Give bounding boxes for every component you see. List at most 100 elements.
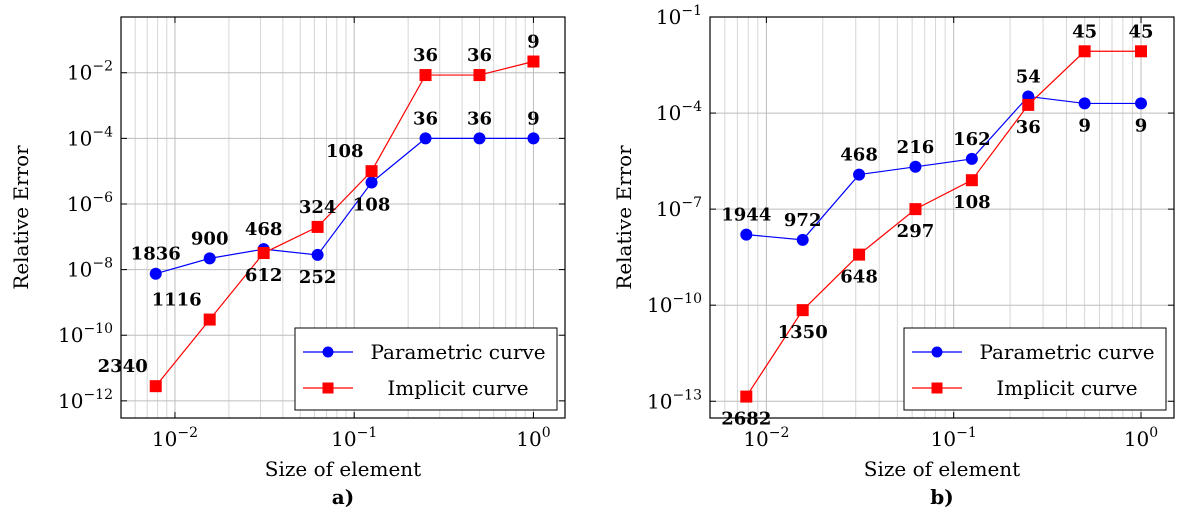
legend-label: Parametric curve bbox=[370, 340, 545, 364]
legend-entry: Parametric curve bbox=[303, 340, 546, 364]
data-point bbox=[311, 248, 324, 261]
data-point bbox=[740, 390, 753, 403]
data-label: 108 bbox=[953, 192, 991, 213]
data-point bbox=[203, 313, 216, 326]
data-point bbox=[311, 220, 324, 233]
y-tick-exponent: −1 bbox=[681, 3, 702, 19]
data-label: 108 bbox=[353, 195, 391, 216]
data-label: 297 bbox=[897, 221, 935, 242]
data-label: 9 bbox=[527, 32, 540, 53]
legend-entry: Implicit curve bbox=[912, 376, 1138, 400]
legend: Parametric curve Implicit curve bbox=[903, 327, 1167, 411]
legend-label: Implicit curve bbox=[996, 376, 1137, 400]
data-label: 108 bbox=[326, 141, 364, 162]
x-axis-title: Size of element bbox=[265, 457, 421, 481]
legend-marker bbox=[931, 382, 943, 394]
x-tick-base: 10 bbox=[931, 427, 956, 451]
data-point bbox=[527, 132, 540, 145]
legend-entry: Parametric curve bbox=[912, 340, 1155, 364]
data-point bbox=[419, 69, 432, 82]
data-point bbox=[1135, 45, 1148, 58]
series-line bbox=[745, 50, 1142, 397]
data-label: 45 bbox=[1128, 21, 1153, 42]
y-tick-exponent: −10 bbox=[83, 321, 113, 337]
x-tick-base: 10 bbox=[152, 427, 177, 451]
x-tick-label: 100 bbox=[1124, 425, 1158, 451]
plot-frame bbox=[120, 16, 566, 419]
data-label: 1944 bbox=[721, 205, 771, 226]
y-tick-label: 10−6 bbox=[67, 190, 113, 216]
y-tick-base: 10 bbox=[67, 126, 92, 150]
y-tick-label: 10−4 bbox=[656, 99, 702, 125]
y-tick-label: 10−10 bbox=[647, 291, 702, 317]
x-tick-exponent: −2 bbox=[769, 425, 790, 441]
y-tick-base: 10 bbox=[58, 389, 83, 413]
data-label: 36 bbox=[467, 108, 492, 129]
y-tick-exponent: −13 bbox=[672, 387, 702, 403]
x-tick-label: 10−1 bbox=[931, 425, 977, 451]
x-tick-base: 10 bbox=[1124, 427, 1149, 451]
data-label: 216 bbox=[897, 137, 935, 158]
panel-label: a) bbox=[332, 485, 354, 509]
data-label: 468 bbox=[245, 219, 283, 240]
data-point bbox=[1135, 97, 1148, 110]
legend-label: Implicit curve bbox=[387, 376, 528, 400]
data-point bbox=[965, 152, 978, 165]
x-tick-exponent: 0 bbox=[542, 425, 551, 441]
y-tick-exponent: −7 bbox=[681, 195, 702, 211]
x-tick-label: 10−2 bbox=[152, 425, 198, 451]
series-parametric: 1836 900 468 252 108 36 36 9 bbox=[131, 108, 540, 288]
x-tick-exponent: 0 bbox=[1149, 425, 1158, 441]
y-tick-base: 10 bbox=[647, 293, 672, 317]
x-tick-exponent: −1 bbox=[357, 425, 378, 441]
data-label: 36 bbox=[413, 45, 438, 66]
y-tick-label: 10−13 bbox=[647, 387, 702, 413]
y-tick-exponent: −4 bbox=[681, 99, 702, 115]
y-tick-label: 10−8 bbox=[67, 256, 113, 282]
data-point bbox=[203, 252, 216, 265]
data-label: 900 bbox=[191, 228, 229, 249]
x-tick-base: 10 bbox=[331, 427, 356, 451]
y-tick-label: 10−7 bbox=[656, 195, 702, 221]
data-label: 36 bbox=[467, 45, 492, 66]
y-tick-base: 10 bbox=[58, 323, 83, 347]
data-label: 324 bbox=[299, 197, 337, 218]
series-implicit: 2340 1116 612 324 108 36 36 9 bbox=[98, 32, 540, 393]
data-point bbox=[149, 267, 162, 280]
data-label: 2682 bbox=[721, 409, 771, 430]
series-implicit: 2682 1350 648 297 108 36 45 45 bbox=[721, 21, 1153, 429]
legend-marker bbox=[322, 382, 334, 394]
data-label: 36 bbox=[413, 108, 438, 129]
y-axis-title: Relative Error bbox=[612, 145, 636, 290]
data-label: 9 bbox=[1078, 115, 1091, 136]
y-tick-base: 10 bbox=[656, 5, 681, 29]
data-label: 1350 bbox=[778, 322, 828, 343]
y-tick-base: 10 bbox=[67, 192, 92, 216]
data-point bbox=[740, 228, 753, 241]
data-point bbox=[527, 55, 540, 68]
data-label: 1116 bbox=[152, 290, 202, 311]
data-point bbox=[1078, 45, 1091, 58]
x-tick-base: 10 bbox=[516, 427, 541, 451]
data-point bbox=[419, 132, 432, 145]
legend-box bbox=[903, 327, 1167, 411]
data-point bbox=[473, 69, 486, 82]
y-tick-base: 10 bbox=[656, 101, 681, 125]
legend-marker bbox=[931, 346, 943, 358]
legend-entry: Implicit curve bbox=[303, 376, 529, 400]
y-tick-exponent: −2 bbox=[92, 59, 113, 75]
series-line bbox=[155, 60, 534, 387]
y-tick-base: 10 bbox=[67, 61, 92, 85]
legend-label: Parametric curve bbox=[979, 340, 1154, 364]
legend-box bbox=[294, 327, 558, 411]
data-point bbox=[257, 247, 270, 260]
y-tick-label: 10−2 bbox=[67, 59, 113, 85]
legend-marker bbox=[322, 346, 334, 358]
x-tick-label: 100 bbox=[516, 425, 550, 451]
data-label: 162 bbox=[953, 129, 991, 150]
data-point bbox=[365, 176, 378, 189]
y-tick-base: 10 bbox=[656, 197, 681, 221]
y-tick-base: 10 bbox=[647, 389, 672, 413]
